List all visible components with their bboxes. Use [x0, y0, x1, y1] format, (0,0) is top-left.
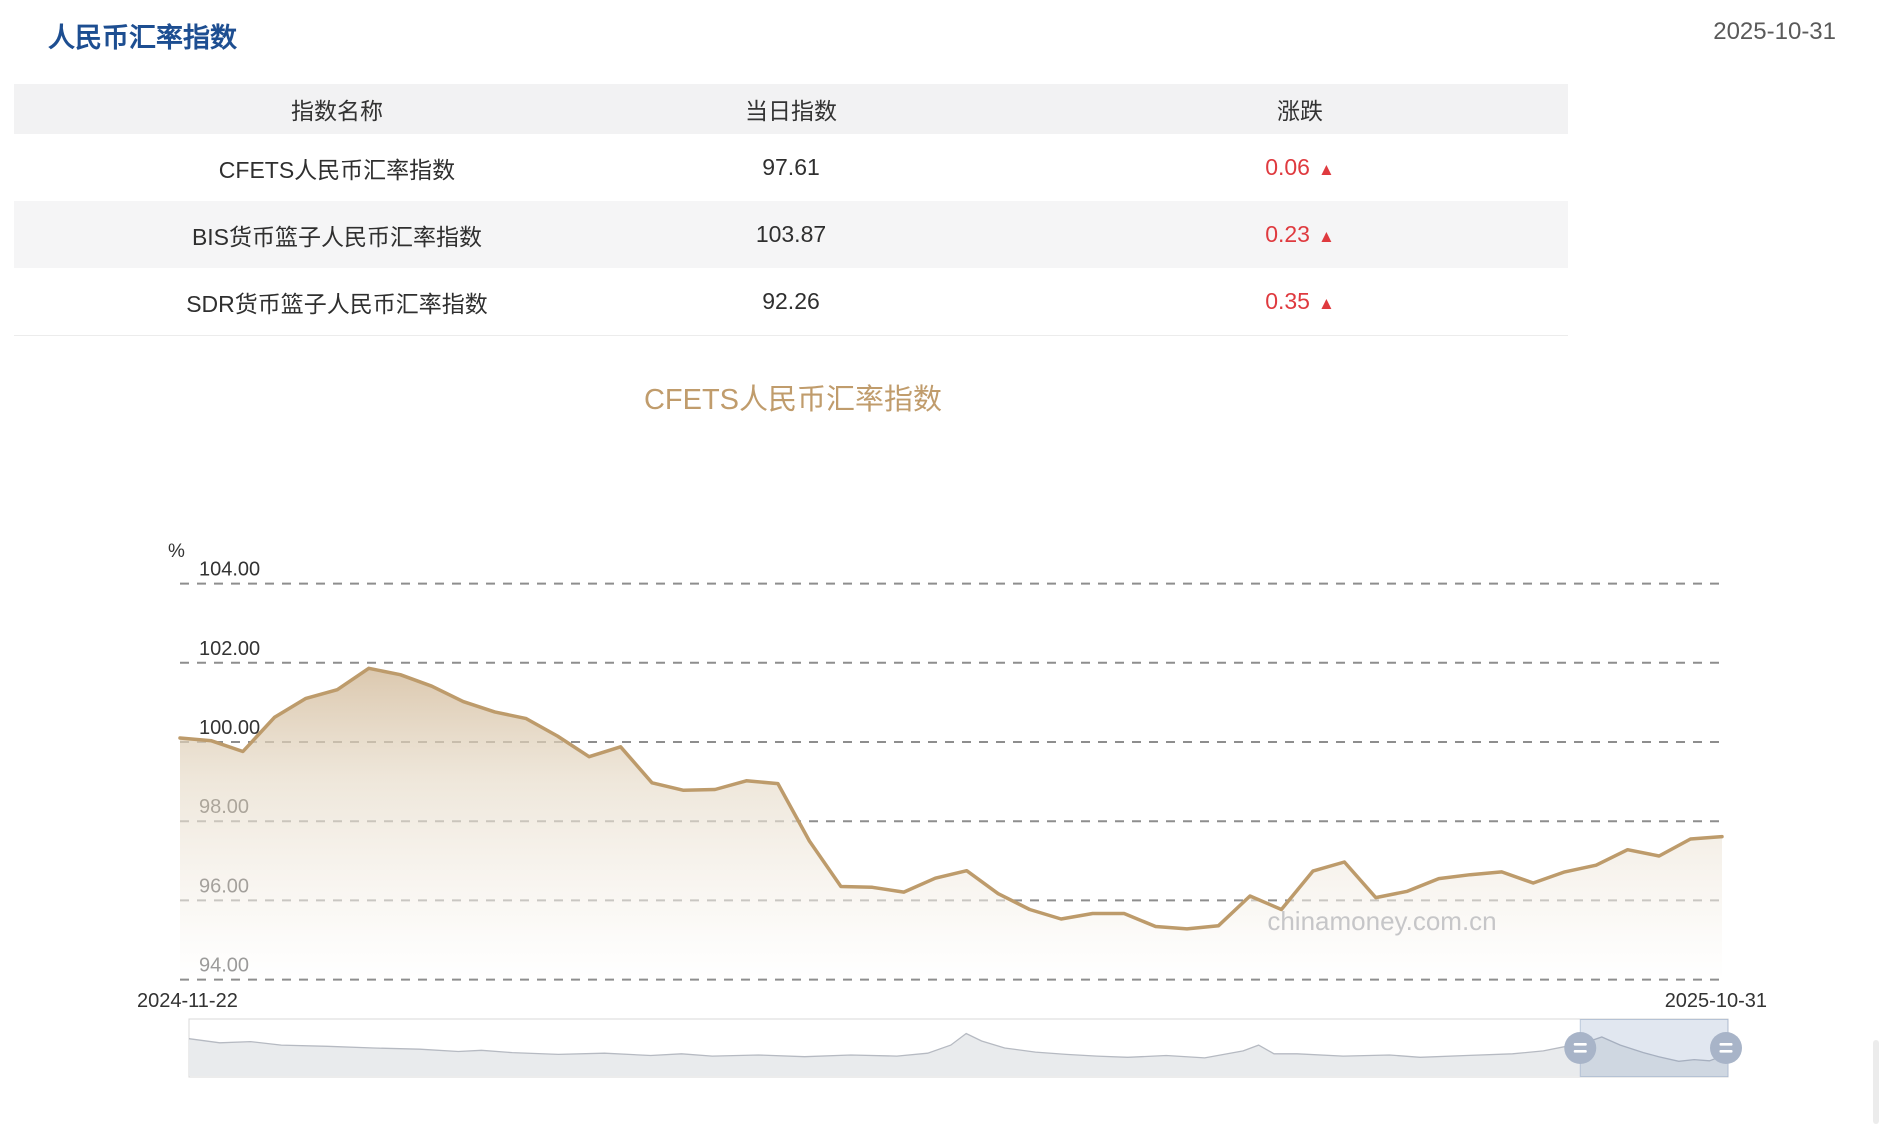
y-tick-label: 100.00: [199, 717, 260, 739]
index-name-cell: BIS货币篮子人民币汇率指数: [191, 223, 483, 250]
up-arrow-icon: ▲: [1317, 160, 1335, 179]
daily-index-cell: 97.61: [762, 154, 820, 180]
index-table: 指数名称 当日指数 涨跌 CFETS人民币汇率指数 97.61 0.06 ▲ BIS货币…: [14, 84, 1568, 336]
change-cell: 0.35 ▲: [1265, 288, 1335, 314]
scrollbar-thumb[interactable]: [1873, 1040, 1879, 1124]
watermark-text: chinamoney.com.cn: [1267, 906, 1496, 936]
navigator-area: [189, 1033, 1728, 1076]
change-cell: 0.06 ▲: [1265, 154, 1335, 180]
daily-index-cell: 92.26: [762, 288, 820, 314]
datazoom-navigator[interactable]: [188, 1018, 1879, 1124]
datazoom-selection-window[interactable]: [1579, 1019, 1729, 1077]
index-name-cell: CFETS人民币汇率指数: [218, 156, 456, 183]
change-cell: 0.23 ▲: [1265, 221, 1335, 247]
handle-grip-icon: [1573, 1050, 1587, 1053]
table-row: SDR货币篮子人民币汇率指数 92.26 0.35 ▲: [14, 268, 1568, 335]
daily-index-cell: 103.87: [755, 221, 827, 247]
handle-grip-icon: [1719, 1050, 1733, 1053]
series-area-fill: [180, 668, 1722, 981]
index-name-cell: SDR货币篮子人民币汇率指数: [186, 290, 488, 317]
watermark: chinamoney.com.cn: [1267, 906, 1496, 936]
datazoom-left-handle[interactable]: [1564, 1032, 1597, 1064]
y-axis-unit-label: %: [168, 541, 185, 562]
index-table-header: 指数名称 当日指数 涨跌: [14, 84, 1568, 134]
col-header-index-name: 指数名称: [291, 98, 383, 124]
col-header-daily-index: 当日指数: [745, 98, 837, 124]
col-header-change: 涨跌: [1277, 98, 1323, 124]
handle-grip-icon: [1573, 1043, 1587, 1046]
index-table-body: CFETS人民币汇率指数 97.61 0.06 ▲ BIS货币篮子人民币汇率指数 103.…: [14, 134, 1568, 335]
y-tick-label: 102.00: [199, 638, 260, 660]
table-row: BIS货币篮子人民币汇率指数 103.87 0.23 ▲: [14, 201, 1568, 268]
y-tick-label: 104.00: [199, 559, 260, 581]
chart-title: CFETS人民币汇率指数: [643, 384, 943, 416]
table-row: CFETS人民币汇率指数 97.61 0.06 ▲: [14, 134, 1568, 201]
area-fill-path: [180, 668, 1722, 979]
datazoom-right-handle[interactable]: [1710, 1032, 1742, 1064]
handle-grip-icon: [1719, 1043, 1733, 1046]
series-line-path: [178, 666, 1724, 931]
x-axis-start-label: 2024-11-22: [137, 990, 238, 1012]
up-arrow-icon: ▲: [1317, 294, 1335, 313]
series-line: [178, 666, 1724, 931]
up-arrow-icon: ▲: [1317, 227, 1335, 246]
x-axis-end-label: 2025-10-31: [1664, 990, 1767, 1012]
page-title: 人民币汇率指数: [48, 23, 237, 53]
page-date: 2025-10-31: [1713, 18, 1836, 45]
